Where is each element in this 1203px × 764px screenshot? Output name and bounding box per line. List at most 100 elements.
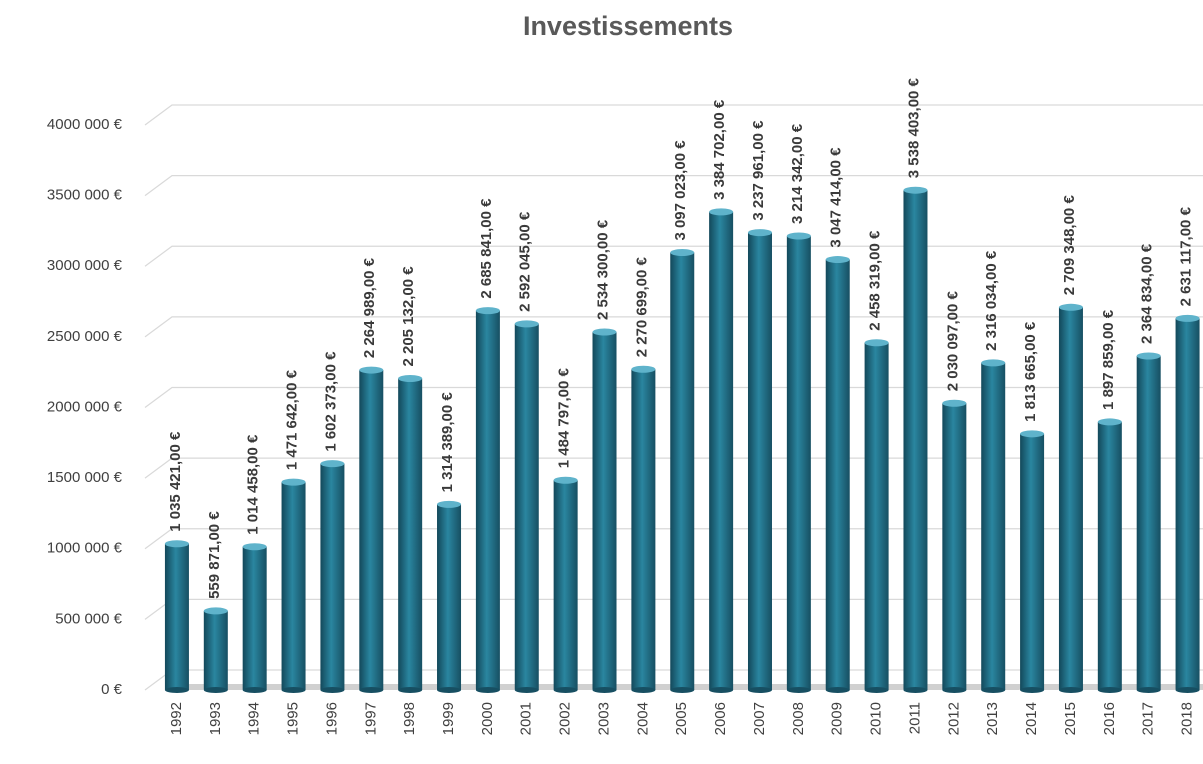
y-tick-label: 1500 000 € <box>47 469 123 486</box>
x-tick-label: 1996 <box>323 702 340 735</box>
bar <box>709 211 734 691</box>
x-tick-label: 2003 <box>595 702 612 735</box>
x-tick-label: 2016 <box>1101 702 1118 735</box>
x-tick-label: 2018 <box>1179 702 1196 735</box>
bar <box>281 482 306 690</box>
data-label: 2 264 989,00 € <box>361 257 378 358</box>
bar-base <box>437 687 462 693</box>
grid-line <box>144 386 1203 408</box>
bar <box>437 504 462 690</box>
bar <box>864 342 889 690</box>
bar <box>164 543 189 690</box>
bar-base <box>1097 687 1122 693</box>
x-tick-label: 2009 <box>829 702 846 735</box>
bar-cap <box>747 229 772 237</box>
bar-base <box>592 687 617 693</box>
x-tick-label: 1997 <box>362 702 379 735</box>
bar <box>1175 318 1200 690</box>
bar <box>747 232 772 691</box>
bar-base <box>825 687 850 693</box>
data-label: 1 035 421,00 € <box>167 431 184 532</box>
bar <box>514 323 539 690</box>
grid-line <box>144 457 1203 479</box>
data-label: 559 871,00 € <box>206 511 223 599</box>
bar-base <box>281 687 306 693</box>
data-label: 1 602 373,00 € <box>322 351 339 452</box>
bar-cap <box>164 540 189 548</box>
bar-base <box>320 687 345 693</box>
bar-base <box>1136 687 1161 693</box>
bar <box>592 332 617 690</box>
bar-base <box>981 687 1006 693</box>
bar-cap <box>592 328 617 336</box>
grid-line <box>144 175 1203 197</box>
bar-base <box>398 687 423 693</box>
bar-base <box>1020 687 1045 693</box>
data-label: 2 030 097,00 € <box>944 290 961 391</box>
x-tick-label: 2017 <box>1140 702 1157 735</box>
data-label: 1 813 665,00 € <box>1022 321 1039 422</box>
bar-cap <box>475 307 500 315</box>
x-tick-label: 2006 <box>712 702 729 735</box>
bar-cap <box>514 320 539 328</box>
x-tick-label: 2004 <box>634 702 651 735</box>
bar <box>631 369 656 690</box>
data-label: 3 047 414,00 € <box>828 147 845 248</box>
bar <box>242 546 267 690</box>
data-label: 3 237 961,00 € <box>750 120 767 221</box>
data-label: 2 534 300,00 € <box>594 219 611 320</box>
bar-base <box>475 687 500 693</box>
x-tick-label: 1992 <box>168 702 185 735</box>
bar <box>1136 355 1161 690</box>
bar-base <box>786 687 811 693</box>
bar-cap <box>864 339 889 347</box>
bar-cap <box>437 500 462 508</box>
bar <box>203 610 228 690</box>
bar-cap <box>981 359 1006 367</box>
y-tick-label: 2500 000 € <box>47 328 123 345</box>
x-tick-label: 2002 <box>557 702 574 735</box>
y-tick-label: 3500 000 € <box>47 187 123 204</box>
data-label: 3 538 403,00 € <box>905 77 922 178</box>
x-tick-label: 2007 <box>751 702 768 735</box>
bar-cap <box>1136 352 1161 360</box>
data-label: 2 709 348,00 € <box>1061 195 1078 296</box>
bar <box>1020 433 1045 690</box>
bar <box>475 310 500 690</box>
x-tick-label: 2008 <box>790 702 807 735</box>
x-tick-label: 2010 <box>868 702 885 735</box>
bar-cap <box>1097 418 1122 426</box>
data-label: 2 270 699,00 € <box>633 257 650 358</box>
bar-cap <box>1175 314 1200 322</box>
bar-base <box>1058 687 1083 693</box>
grid-line <box>144 528 1203 550</box>
x-tick-label: 1993 <box>207 702 224 735</box>
bar-cap <box>203 607 228 615</box>
bar <box>553 480 578 690</box>
y-tick-label: 0 € <box>101 681 123 698</box>
bar-cap <box>903 186 928 194</box>
y-tick-label: 500 000 € <box>55 610 122 627</box>
bar <box>1058 307 1083 690</box>
data-label: 2 631 117,00 € <box>1178 206 1195 306</box>
bar-base <box>864 687 889 693</box>
x-tick-label: 2015 <box>1062 702 1079 735</box>
bar-base <box>670 687 695 693</box>
x-tick-label: 2005 <box>673 702 690 735</box>
x-tick-label: 2001 <box>518 702 535 735</box>
bar-cap <box>359 366 384 374</box>
data-label: 1 314 389,00 € <box>439 392 456 493</box>
chart-title: Investissements <box>523 11 733 41</box>
data-label: 3 214 342,00 € <box>789 123 806 224</box>
data-label: 2 205 132,00 € <box>400 266 417 367</box>
data-label: 2 316 034,00 € <box>983 250 1000 351</box>
bar-base <box>631 687 656 693</box>
bar-base <box>553 687 578 693</box>
bar <box>359 370 384 690</box>
x-tick-label: 2014 <box>1023 702 1040 735</box>
bar-base <box>242 687 267 693</box>
bar-base <box>1175 687 1200 693</box>
data-label: 1 471 642,00 € <box>284 369 301 470</box>
bar-cap <box>825 256 850 264</box>
